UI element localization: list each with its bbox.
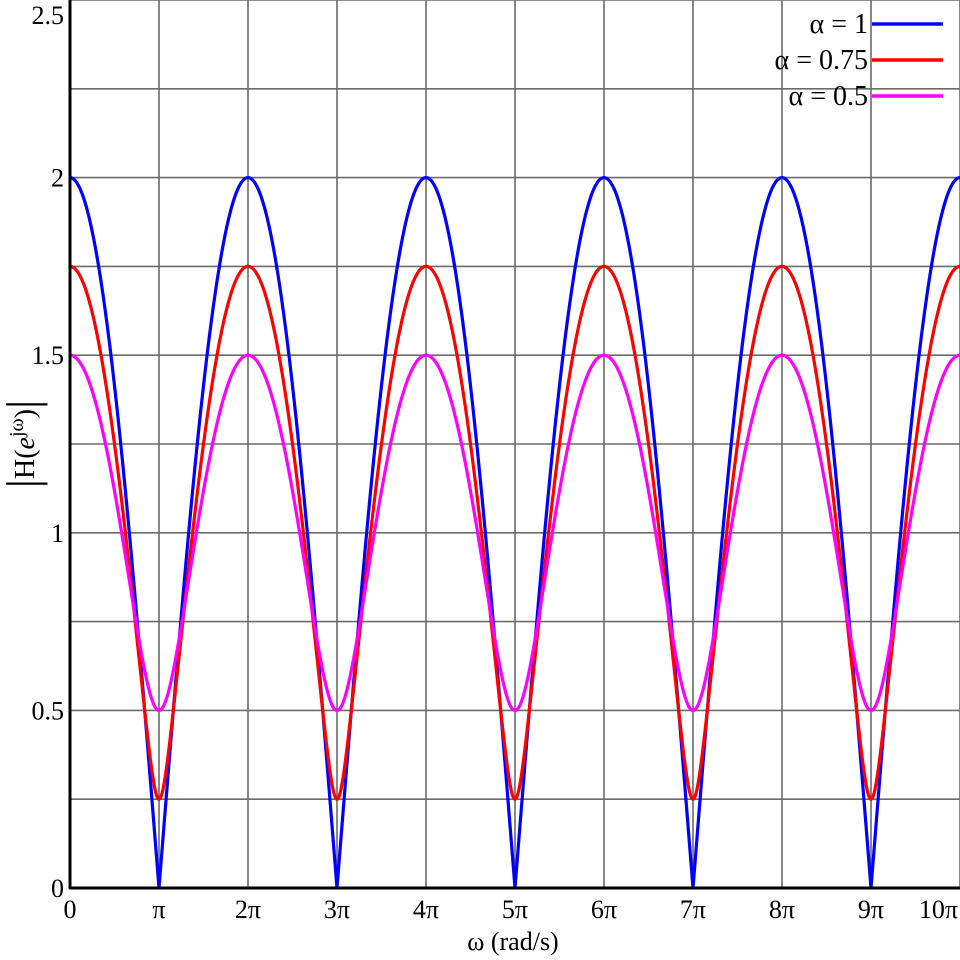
x-tick-label: π	[152, 895, 165, 924]
x-axis-label: ω (rad/s)	[467, 927, 558, 956]
x-tick-label: 2π	[235, 895, 261, 924]
legend-label: α = 0.5	[789, 81, 868, 112]
grid	[70, 0, 960, 888]
x-tick-label: 10π	[919, 895, 958, 924]
x-tick-label: 4π	[413, 895, 439, 924]
y-axis-label: |H(ejω)|	[0, 400, 48, 488]
x-tick-label: 9π	[858, 895, 884, 924]
y-tick-label: 0.5	[32, 696, 65, 725]
series-line	[70, 264, 960, 801]
y-label-main: H(	[10, 449, 41, 479]
y-tick-labels: 0 0.5 1 1.5 2 2.5	[32, 1, 65, 903]
svg-text:|H(ejω)|: |H(ejω)|	[0, 400, 48, 488]
y-label-bar-right: |	[0, 400, 48, 409]
y-tick-label: 2.5	[32, 1, 65, 30]
x-tick-label: 6π	[591, 895, 617, 924]
x-tick-label: 7π	[680, 895, 706, 924]
y-label-e: e	[10, 437, 41, 449]
y-tick-label: 2	[51, 164, 64, 193]
x-tick-label: 5π	[502, 895, 528, 924]
x-tick-label: 0	[64, 895, 77, 924]
y-tick-label: 1.5	[32, 341, 65, 370]
y-tick-label: 1	[51, 519, 64, 548]
series-line	[70, 353, 960, 713]
legend-label: α = 1	[810, 9, 868, 40]
x-tick-label: 8π	[769, 895, 795, 924]
legend: α = 1 α = 0.75 α = 0.5	[775, 9, 943, 112]
y-tick-label: 0	[51, 874, 64, 903]
legend-label: α = 0.75	[775, 45, 868, 76]
y-label-bar-left: |	[0, 479, 48, 488]
x-tick-label: 3π	[324, 895, 350, 924]
x-tick-labels: 0 π 2π 3π 4π 5π 6π 7π 8π 9π 10π	[64, 895, 959, 924]
y-label-sup: jω	[6, 418, 28, 438]
y-label-close: )	[10, 409, 41, 418]
